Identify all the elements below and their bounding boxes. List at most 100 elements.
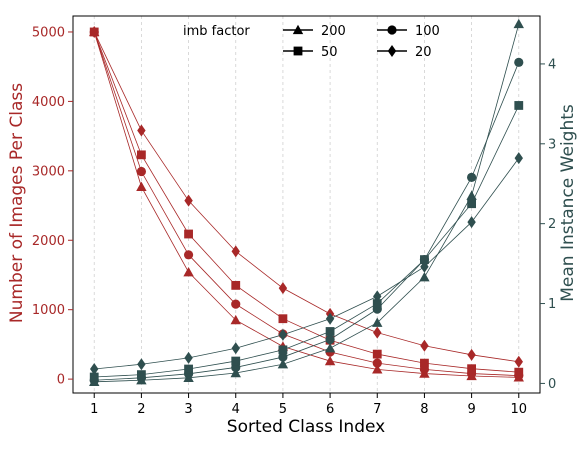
right-point-imb-200 bbox=[466, 190, 477, 200]
right-point-imb-20 bbox=[278, 328, 288, 341]
x-tick-label: 1 bbox=[90, 402, 98, 417]
right-point-imb-200 bbox=[372, 317, 383, 327]
right-y-tick-label: 4 bbox=[548, 57, 556, 72]
right-y-tick-label: 0 bbox=[548, 377, 556, 392]
x-tick-label: 2 bbox=[137, 402, 145, 417]
right-point-imb-100 bbox=[514, 57, 524, 67]
right-point-imb-100 bbox=[325, 334, 335, 345]
legend-title: imb factor bbox=[183, 24, 250, 39]
right-y-tick-label: 3 bbox=[548, 137, 556, 152]
right-point-imb-20 bbox=[137, 358, 146, 371]
left-point-imb-50 bbox=[467, 364, 477, 374]
left-point-imb-100 bbox=[231, 299, 241, 309]
left-axis-title: Number of Images Per Class bbox=[7, 83, 27, 323]
right-point-imb-200 bbox=[513, 18, 524, 29]
x-tick-label: 3 bbox=[184, 402, 192, 417]
left-y-tick-label: 3000 bbox=[32, 164, 65, 179]
x-tick-label: 5 bbox=[279, 402, 287, 417]
right-line-imb-50 bbox=[94, 105, 520, 378]
grid-layer bbox=[93, 16, 520, 393]
left-point-imb-50 bbox=[420, 358, 429, 368]
left-point-imb-200 bbox=[136, 181, 147, 191]
x-tick-label: 9 bbox=[467, 402, 475, 417]
right-point-imb-50 bbox=[184, 364, 193, 374]
right-point-imb-20 bbox=[325, 312, 335, 325]
left-point-imb-100 bbox=[183, 250, 194, 260]
right-y-tick-label: 2 bbox=[548, 217, 556, 232]
left-series-layer bbox=[89, 25, 524, 382]
right-point-imb-50 bbox=[278, 345, 288, 355]
left-line-imb-20 bbox=[93, 31, 519, 363]
right-y-tick-label: 1 bbox=[548, 297, 556, 312]
left-point-imb-50 bbox=[184, 229, 193, 239]
legend-entries: 200 100 50 20 bbox=[283, 24, 440, 60]
right-point-imb-50 bbox=[420, 255, 429, 265]
x-tick-label: 8 bbox=[420, 402, 428, 417]
right-point-imb-50 bbox=[514, 101, 524, 110]
left-point-imb-50 bbox=[136, 150, 146, 160]
left-point-imb-20 bbox=[278, 282, 288, 295]
right-point-imb-200 bbox=[419, 271, 430, 282]
right-point-imb-200 bbox=[324, 343, 336, 353]
left-point-imb-20 bbox=[184, 194, 193, 207]
legend-marker-50 bbox=[293, 46, 303, 56]
right-point-imb-20 bbox=[467, 216, 476, 229]
left-y-tick-label: 2000 bbox=[32, 234, 65, 249]
legend-label-100: 100 bbox=[415, 24, 440, 39]
left-point-imb-20 bbox=[467, 348, 476, 361]
legend-marker-20 bbox=[387, 45, 397, 57]
left-point-imb-50 bbox=[278, 314, 288, 324]
x-tick-label: 4 bbox=[232, 402, 240, 417]
left-line-imb-200 bbox=[93, 31, 519, 378]
right-point-imb-50 bbox=[467, 199, 477, 209]
left-point-imb-200 bbox=[324, 355, 336, 366]
legend-label-20: 20 bbox=[415, 45, 432, 60]
right-series-layer bbox=[89, 18, 524, 386]
left-point-imb-200 bbox=[183, 266, 194, 277]
right-point-imb-200 bbox=[230, 367, 241, 378]
left-line-imb-50 bbox=[93, 31, 519, 373]
right-line-imb-20 bbox=[94, 157, 520, 370]
left-y-tick-label: 1000 bbox=[32, 303, 65, 318]
left-line-imb-100 bbox=[93, 31, 519, 377]
left-point-imb-100 bbox=[372, 358, 382, 368]
right-point-imb-20 bbox=[90, 363, 99, 376]
right-point-imb-100 bbox=[278, 352, 288, 362]
x-axis-title: Sorted Class Index bbox=[227, 417, 385, 437]
x-tick-label: 7 bbox=[373, 402, 381, 417]
left-point-imb-20 bbox=[420, 339, 429, 352]
right-point-imb-20 bbox=[420, 260, 429, 273]
left-y-tick-label: 0 bbox=[57, 373, 65, 388]
x-tick-label: 10 bbox=[510, 402, 527, 417]
right-line-imb-200 bbox=[94, 23, 520, 383]
legend: imb factor 200 100 50 20 bbox=[183, 24, 440, 60]
right-axis-title: Mean Instance Weights bbox=[558, 104, 578, 302]
right-point-imb-50 bbox=[231, 356, 241, 366]
left-point-imb-20 bbox=[231, 245, 240, 258]
left-y-tick-label: 4000 bbox=[32, 95, 65, 110]
right-point-imb-50 bbox=[325, 327, 335, 336]
left-point-imb-20 bbox=[137, 124, 146, 137]
right-line-imb-100 bbox=[94, 62, 520, 381]
left-point-imb-20 bbox=[373, 326, 382, 339]
legend-marker-200 bbox=[292, 24, 304, 35]
x-tick-label: 6 bbox=[326, 402, 334, 417]
left-point-imb-200 bbox=[230, 314, 241, 325]
right-point-imb-50 bbox=[372, 299, 382, 308]
left-y-tick-label: 5000 bbox=[32, 25, 65, 40]
legend-label-200: 200 bbox=[321, 24, 346, 39]
left-point-imb-200 bbox=[372, 364, 383, 374]
legend-marker-100 bbox=[387, 25, 397, 35]
left-point-imb-50 bbox=[231, 280, 241, 290]
left-point-imb-20 bbox=[90, 25, 99, 38]
right-point-imb-100 bbox=[467, 172, 477, 182]
right-point-imb-20 bbox=[184, 351, 193, 364]
plot-frame bbox=[72, 15, 541, 394]
right-point-imb-200 bbox=[277, 359, 289, 369]
right-point-imb-20 bbox=[373, 290, 382, 303]
left-point-imb-50 bbox=[372, 349, 382, 359]
legend-label-50: 50 bbox=[321, 45, 338, 60]
right-point-imb-20 bbox=[231, 342, 240, 355]
left-point-imb-100 bbox=[136, 166, 146, 177]
left-point-imb-20 bbox=[514, 355, 523, 368]
